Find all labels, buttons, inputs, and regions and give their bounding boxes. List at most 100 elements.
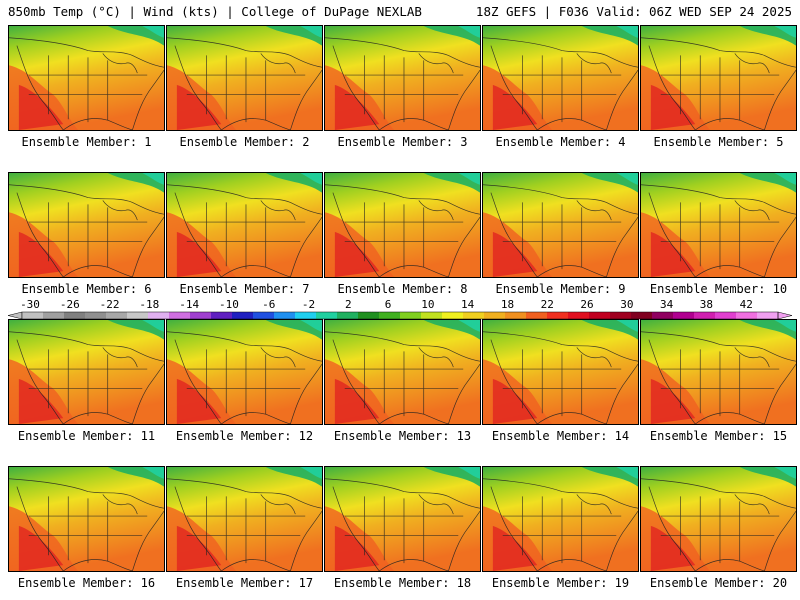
ensemble-map-panel: [166, 466, 323, 572]
ensemble-member-label: Ensemble Member: 14: [491, 429, 630, 443]
colorbar-segment: [169, 312, 191, 319]
colorbar-tick-label: 30: [620, 298, 633, 311]
colorbar-segment: [232, 312, 254, 319]
ensemble-map-panel: [324, 466, 481, 572]
colorbar-segment: [442, 312, 464, 319]
ensemble-member-label: Ensemble Member: 20: [649, 576, 788, 590]
colorbar-segment: [106, 312, 128, 319]
ensemble-map-panel: [482, 25, 639, 131]
ensemble-map-panel: [166, 172, 323, 278]
colorbar-segment: [694, 312, 716, 319]
colorbar-segment: [736, 312, 758, 319]
colorbar-tick-label: 38: [700, 298, 713, 311]
ensemble-map-panel: [8, 25, 165, 131]
colorbar-tick-label: -6: [262, 298, 275, 311]
colorbar-segment: [631, 312, 653, 319]
colorbar-tick-label: -26: [60, 298, 80, 311]
colorbar-segment: [547, 312, 569, 319]
ensemble-map-panel: [482, 319, 639, 425]
colorbar-arrow-high: [777, 311, 792, 320]
ensemble-member-label: Ensemble Member: 8: [337, 282, 468, 296]
colorbar-segment: [316, 312, 338, 319]
colorbar-segment: [253, 312, 275, 319]
ensemble-member-label: Ensemble Member: 4: [495, 135, 626, 149]
colorbar-segment: [190, 312, 212, 319]
colorbar-tick-label: 6: [385, 298, 392, 311]
colorbar-segment: [148, 312, 170, 319]
colorbar-segment: [463, 312, 485, 319]
ensemble-map-panel: [166, 25, 323, 131]
ensemble-map-panel: [640, 172, 797, 278]
colorbar-segment: [211, 312, 233, 319]
colorbar-tick-label: -2: [302, 298, 315, 311]
ensemble-member-label: Ensemble Member: 6: [21, 282, 152, 296]
colorbar-segment: [568, 312, 590, 319]
colorbar-segment: [610, 312, 632, 319]
valid-time: 18Z GEFS | F036 Valid: 06Z WED SEP 24 20…: [475, 4, 792, 19]
ensemble-member-label: Ensemble Member: 19: [491, 576, 630, 590]
colorbar-tick-label: 34: [660, 298, 674, 311]
ensemble-member-label: Ensemble Member: 11: [17, 429, 156, 443]
colorbar-segment: [526, 312, 548, 319]
colorbar-tick-label: 14: [461, 298, 475, 311]
ensemble-map-panel: [640, 466, 797, 572]
ensemble-member-label: Ensemble Member: 1: [21, 135, 152, 149]
colorbar-segment: [64, 312, 86, 319]
colorbar-tick-label: 26: [580, 298, 593, 311]
ensemble-map-panel: [324, 319, 481, 425]
ensemble-member-label: Ensemble Member: 18: [333, 576, 472, 590]
ensemble-member-label: Ensemble Member: 10: [649, 282, 788, 296]
ensemble-map-panel: [8, 319, 165, 425]
colorbar-segment: [505, 312, 527, 319]
colorbar-segment: [484, 312, 506, 319]
colorbar-segment: [43, 312, 65, 319]
colorbar-tick-label: 2: [345, 298, 352, 311]
ensemble-map-panel: [8, 172, 165, 278]
colorbar-segment: [589, 312, 611, 319]
colorbar-segment: [295, 312, 317, 319]
colorbar-arrow-low: [8, 311, 23, 320]
colorbar-tick-label: -22: [100, 298, 120, 311]
colorbar-tick-label: -30: [20, 298, 40, 311]
ensemble-member-label: Ensemble Member: 3: [337, 135, 468, 149]
ensemble-member-label: Ensemble Member: 17: [175, 576, 314, 590]
colorbar-tick-label: -14: [179, 298, 199, 311]
colorbar-segment: [715, 312, 737, 319]
ensemble-member-label: Ensemble Member: 15: [649, 429, 788, 443]
colorbar-segment: [400, 312, 422, 319]
ensemble-member-label: Ensemble Member: 7: [179, 282, 310, 296]
ensemble-map-panel: [482, 172, 639, 278]
ensemble-member-label: Ensemble Member: 16: [17, 576, 156, 590]
colorbar-segment: [673, 312, 695, 319]
ensemble-member-label: Ensemble Member: 2: [179, 135, 310, 149]
ensemble-member-label: Ensemble Member: 5: [653, 135, 784, 149]
colorbar-tick-label: 22: [541, 298, 554, 311]
colorbar-segment: [22, 312, 44, 319]
chart-title: 850mb Temp (°C) | Wind (kts) | College o…: [8, 4, 422, 19]
ensemble-map-panel: [482, 466, 639, 572]
colorbar-tick-label: -18: [139, 298, 159, 311]
ensemble-member-label: Ensemble Member: 12: [175, 429, 314, 443]
ensemble-map-panel: [640, 25, 797, 131]
colorbar-outline: [21, 311, 779, 320]
ensemble-map-panel: [324, 172, 481, 278]
colorbar-tick-label: 42: [740, 298, 753, 311]
ensemble-map-panel: [8, 466, 165, 572]
colorbar-segment: [274, 312, 296, 319]
colorbar-tick-label: 10: [421, 298, 434, 311]
colorbar-segment: [652, 312, 674, 319]
temperature-colorbar: -30 -26 -22 -18 -14 -10 -6 -2 2 6 10 14 18 22 26 30 34 38…: [8, 298, 792, 320]
ensemble-map-panel: [166, 319, 323, 425]
colorbar-segment: [379, 312, 401, 319]
colorbar-segment: [757, 312, 779, 319]
colorbar-segment: [337, 312, 359, 319]
ensemble-member-label: Ensemble Member: 9: [495, 282, 626, 296]
ensemble-member-label: Ensemble Member: 13: [333, 429, 472, 443]
colorbar-tick-label: 18: [501, 298, 514, 311]
colorbar-tick-label: -10: [219, 298, 239, 311]
ensemble-map-panel: [640, 319, 797, 425]
colorbar-segment: [85, 312, 107, 319]
colorbar-segment: [358, 312, 380, 319]
colorbar-segment: [127, 312, 149, 319]
ensemble-map-panel: [324, 25, 481, 131]
